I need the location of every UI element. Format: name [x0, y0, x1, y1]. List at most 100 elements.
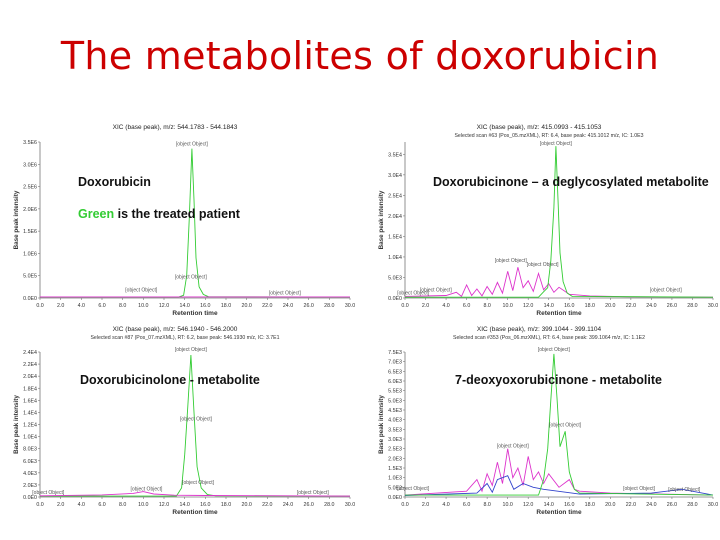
x-tick-label: 6.0 — [98, 303, 105, 309]
x-tick-label: 6.0 — [98, 502, 105, 508]
x-tick-label: 26.0 — [667, 502, 677, 508]
treated-legend-text: is the treated patient — [114, 207, 241, 221]
x-axis-title: Retention time — [172, 310, 218, 317]
x-tick-label: 26.0 — [304, 303, 314, 309]
chart-doxorubicin: XIC (base peak), m/z: 544.1783 - 544.184… — [13, 124, 355, 317]
peak-label: [object Object] — [623, 486, 656, 492]
x-tick-label: 22.0 — [626, 502, 636, 508]
x-tick-label: 10.0 — [503, 502, 513, 508]
x-tick-label: 0.0 — [401, 303, 408, 309]
x-tick-label: 14.0 — [544, 502, 554, 508]
x-tick-label: 30.0 — [708, 502, 718, 508]
y-tick-label: 8.0E3 — [23, 447, 37, 453]
x-tick-label: 28.0 — [324, 502, 334, 508]
peak-label: [object Object] — [182, 480, 215, 486]
y-tick-label: 7.0E3 — [388, 360, 402, 366]
chart-doxorubicinolone: XIC (base peak), m/z: 546.1940 - 546.200… — [13, 326, 355, 516]
y-tick-label: 2.0E6 — [23, 207, 37, 213]
y-tick-label: 1.2E4 — [23, 423, 37, 429]
y-tick-label: 6.0E3 — [23, 459, 37, 465]
x-tick-label: 4.0 — [78, 502, 85, 508]
x-tick-label: 2.0 — [422, 303, 429, 309]
x-tick-label: 4.0 — [442, 502, 449, 508]
y-tick-label: 5.5E3 — [388, 389, 402, 395]
x-tick-label: 4.0 — [78, 303, 85, 309]
y-tick-label: 6.0E3 — [388, 379, 402, 385]
x-tick-label: 18.0 — [221, 502, 231, 508]
x-tick-label: 24.0 — [283, 303, 293, 309]
peak-label: [object Object] — [549, 422, 582, 428]
y-axis-title: Base peak intensity — [378, 190, 385, 249]
y-tick-label: 4.5E3 — [388, 408, 402, 414]
chart-annotation: Doxorubicinone – a deglycosylated metabo… — [433, 175, 709, 189]
series-line-1 — [39, 491, 351, 497]
y-tick-label: 1.5E6 — [23, 229, 37, 235]
series-line-0 — [404, 267, 714, 298]
x-tick-label: 8.0 — [119, 303, 126, 309]
y-tick-label: 1.0E6 — [23, 251, 37, 257]
x-tick-label: 28.0 — [687, 502, 697, 508]
chart-7-deoxyoxorubicinone: XIC (base peak), m/z: 399.1044 - 399.110… — [378, 326, 718, 516]
y-tick-label: 3.5E3 — [388, 427, 402, 433]
peak-label: [object Object] — [497, 444, 530, 450]
y-tick-label: 2.2E4 — [23, 362, 37, 368]
y-tick-label: 4.0E3 — [388, 418, 402, 424]
chart-doxorubicinone: XIC (base peak), m/z: 415.0993 - 415.105… — [378, 124, 718, 317]
x-tick-label: 22.0 — [262, 502, 272, 508]
x-tick-label: 4.0 — [442, 303, 449, 309]
y-tick-label: 1.8E4 — [23, 386, 37, 392]
y-tick-label: 3.0E3 — [388, 437, 402, 443]
x-tick-label: 12.0 — [159, 303, 169, 309]
y-tick-label: 1.5E4 — [388, 234, 402, 240]
x-tick-label: 10.0 — [138, 502, 148, 508]
x-tick-label: 22.0 — [626, 303, 636, 309]
chart-header: XIC (base peak), m/z: 546.1940 - 546.200… — [113, 326, 238, 333]
x-tick-label: 10.0 — [503, 303, 513, 309]
y-axis-title: Base peak intensity — [13, 190, 20, 249]
x-tick-label: 30.0 — [345, 502, 355, 508]
y-tick-label: 3.0E6 — [23, 162, 37, 168]
y-tick-label: 0.0E0 — [23, 296, 37, 302]
x-tick-label: 18.0 — [221, 303, 231, 309]
y-tick-label: 1.0E3 — [388, 476, 402, 482]
peak-label: [object Object] — [397, 486, 430, 492]
chart-annotation-legend: Green is the treated patient — [78, 207, 241, 221]
x-tick-label: 26.0 — [667, 303, 677, 309]
peak-label: [object Object] — [32, 490, 65, 496]
peak-label: [object Object] — [130, 487, 163, 493]
y-tick-label: 3.0E4 — [388, 173, 402, 179]
series-line-0 — [40, 148, 351, 298]
x-tick-label: 8.0 — [483, 303, 490, 309]
x-tick-label: 8.0 — [483, 502, 490, 508]
x-tick-label: 12.0 — [523, 303, 533, 309]
x-tick-label: 6.0 — [463, 502, 470, 508]
x-axis-title: Retention time — [536, 509, 582, 516]
y-tick-label: 2.4E4 — [23, 350, 37, 356]
chart-header: XIC (base peak), m/z: 399.1044 - 399.110… — [477, 326, 602, 333]
y-tick-label: 0.0E0 — [23, 495, 37, 501]
x-tick-label: 0.0 — [401, 502, 408, 508]
y-tick-label: 5.0E5 — [23, 274, 37, 280]
y-tick-label: 6.5E3 — [388, 369, 402, 375]
y-tick-label: 5.0E3 — [388, 398, 402, 404]
chart-header: XIC (base peak), m/z: 415.0993 - 415.105… — [477, 124, 602, 131]
peak-label: [object Object] — [297, 490, 330, 496]
y-tick-label: 1.0E4 — [23, 435, 37, 441]
y-tick-label: 2.0E4 — [388, 214, 402, 220]
x-axis-title: Retention time — [172, 509, 218, 516]
x-tick-label: 18.0 — [585, 502, 595, 508]
x-tick-label: 20.0 — [242, 502, 252, 508]
y-tick-label: 2.5E6 — [23, 185, 37, 191]
peak-label: [object Object] — [420, 287, 453, 293]
x-tick-label: 16.0 — [200, 303, 210, 309]
peak-label: [object Object] — [397, 291, 430, 297]
x-tick-label: 20.0 — [242, 303, 252, 309]
y-axis-title: Base peak intensity — [13, 395, 20, 454]
x-tick-label: 26.0 — [304, 502, 314, 508]
chart-subheader: Selected scan #353 (Pos_06.mzXML), RT: 6… — [453, 335, 645, 341]
y-axis-title: Base peak intensity — [378, 395, 385, 454]
x-tick-label: 0.0 — [36, 502, 43, 508]
x-tick-label: 2.0 — [422, 502, 429, 508]
x-tick-label: 16.0 — [564, 502, 574, 508]
x-axis-title: Retention time — [536, 310, 582, 317]
